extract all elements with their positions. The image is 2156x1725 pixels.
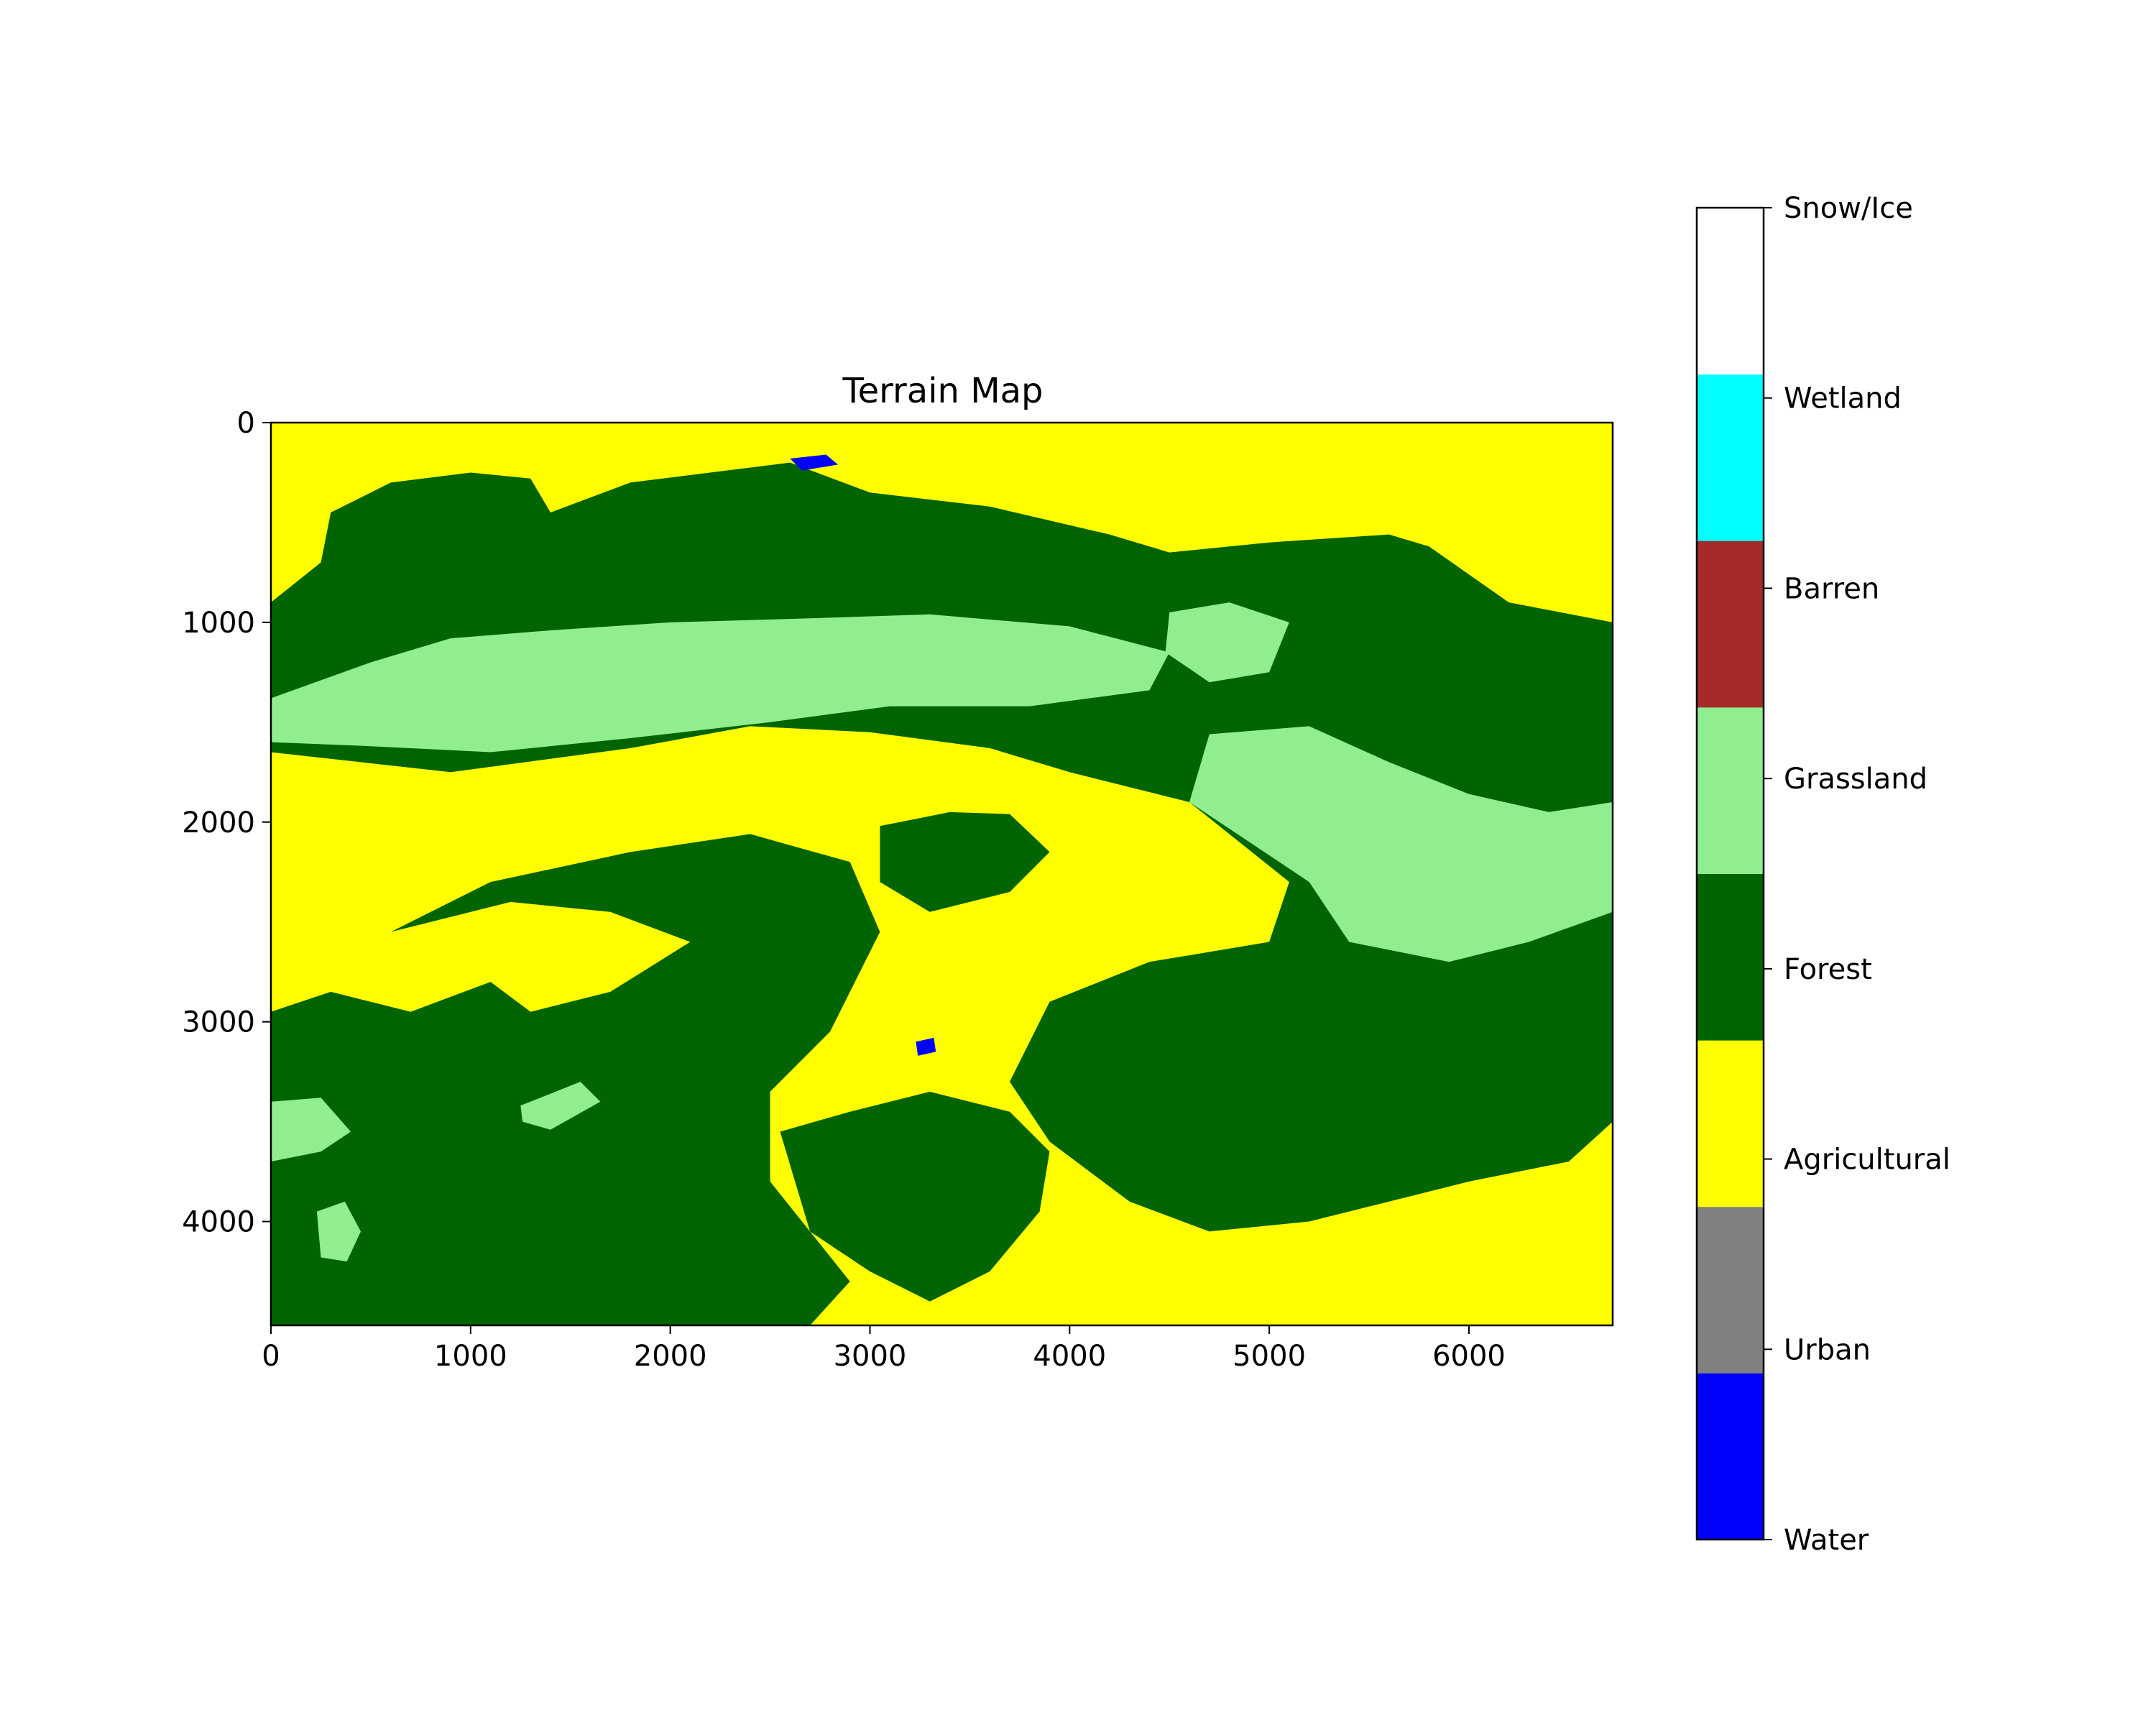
region-grassland-4 <box>271 614 1170 753</box>
colorbar-swatch-urban <box>1697 1206 1764 1374</box>
colorbar-label: Grassland <box>1784 763 1927 796</box>
x-tick-label: 1000 <box>434 1340 507 1373</box>
colorbar-label: Snow/Ice <box>1784 192 1913 225</box>
colorbar-label: Water <box>1784 1524 1869 1557</box>
region-grassland-5 <box>1189 726 1613 962</box>
x-axis: 0 1000 2000 3000 4000 5000 6000 <box>262 1325 1506 1373</box>
colorbar-label: Barren <box>1784 572 1879 605</box>
terrain-regions <box>271 454 1613 1325</box>
region-grassland-8 <box>316 1201 361 1262</box>
chart-title: Terrain Map <box>842 371 1043 411</box>
plot-frame <box>270 421 1614 1327</box>
region-water-11 <box>916 1037 936 1056</box>
y-axis: 0 1000 2000 3000 4000 <box>182 407 271 1239</box>
region-grassland-7 <box>271 1098 351 1162</box>
x-tick-label: 0 <box>262 1340 280 1373</box>
x-tick-label: 2000 <box>634 1340 707 1373</box>
y-tick-label: 2000 <box>182 806 255 840</box>
map-plot-area <box>270 421 1614 1327</box>
region-forest-2 <box>780 1091 1050 1302</box>
region-grassland-9 <box>520 1082 601 1130</box>
colorbar-swatch-agricultural <box>1697 1040 1764 1208</box>
colorbar-swatch-water <box>1697 1373 1764 1540</box>
x-tick-label: 4000 <box>1033 1340 1106 1373</box>
colorbar-label: Urban <box>1784 1333 1871 1366</box>
colorbar-label: Wetland <box>1784 382 1902 415</box>
x-tick-label: 6000 <box>1432 1340 1506 1373</box>
region-forest-3 <box>880 811 1050 912</box>
colorbar: Water Urban Agricultural Forest Grassland Bar… <box>1695 192 1950 1557</box>
y-tick-label: 4000 <box>182 1206 255 1239</box>
region-grassland-6 <box>1165 602 1289 683</box>
region-forest-1 <box>271 834 880 1325</box>
colorbar-label: Agricultural <box>1784 1144 1950 1177</box>
colorbar-swatch-barren <box>1697 540 1764 708</box>
colorbar-swatch-forest <box>1697 873 1764 1041</box>
colorbar-swatch-grassland <box>1697 707 1764 874</box>
colorbar-swatch-wetland <box>1697 374 1764 541</box>
y-tick-label: 1000 <box>182 607 255 640</box>
y-tick-label: 0 <box>237 407 255 440</box>
x-tick-label: 3000 <box>834 1340 907 1373</box>
x-tick-label: 5000 <box>1233 1340 1306 1373</box>
region-water-10 <box>790 454 838 471</box>
y-tick-label: 3000 <box>182 1006 255 1039</box>
colorbar-label: Forest <box>1784 953 1872 986</box>
colorbar-swatch-snow-ice <box>1697 208 1764 375</box>
colorbar-frame <box>1695 206 1765 1541</box>
